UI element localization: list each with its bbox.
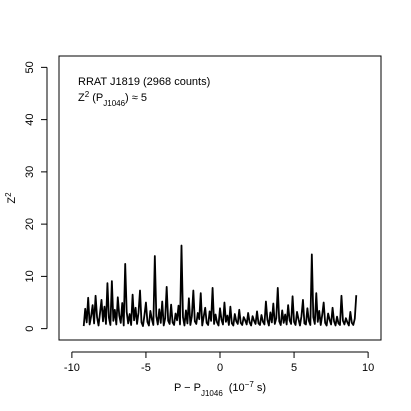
y-tick-label: 40: [24, 113, 36, 125]
x-tick-label: 0: [217, 362, 223, 374]
series-layer: [82, 244, 358, 327]
y-tick-label: 0: [24, 326, 36, 332]
y-axis-label: Z2: [4, 192, 19, 204]
y-tick-label: 30: [24, 166, 36, 178]
y-tick-label: 20: [24, 218, 36, 230]
annotation-source-label: RRAT J1819 (2968 counts): [78, 76, 210, 88]
y-tick-label: 10: [24, 270, 36, 282]
series-line: [82, 244, 358, 327]
plot-frame: [58, 55, 382, 341]
x-tick-label: 5: [291, 362, 297, 374]
x-tick-label: -5: [141, 362, 151, 374]
x-tick-label: 10: [362, 362, 374, 374]
x-axis-label: P − PJ1046 (10−7 s): [174, 380, 266, 398]
x-tick-label: -10: [64, 362, 80, 374]
y-tick-label: 50: [24, 61, 36, 73]
x-axis: -10 -5 0 5 10: [64, 351, 374, 374]
annotation-z2-value: Z2 (PJ1046) ≈ 5: [78, 90, 147, 108]
y-axis: 0 10 20 30 40 50: [24, 61, 48, 332]
